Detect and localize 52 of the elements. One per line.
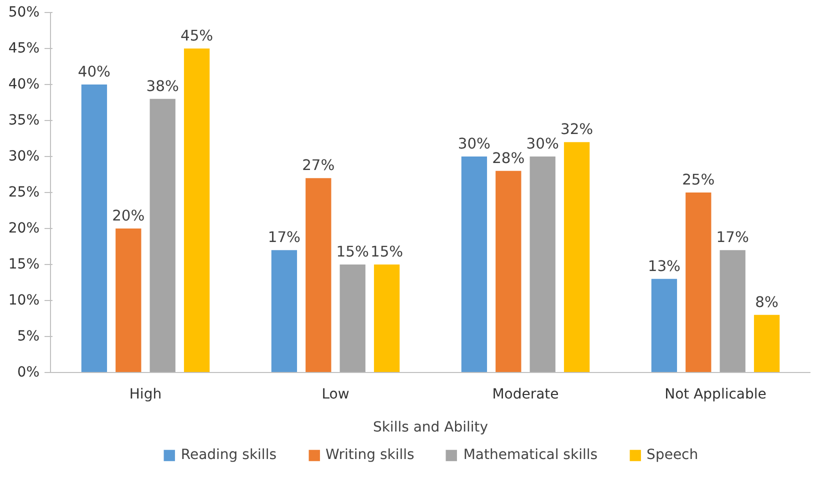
y-tick-label: 0% (17, 364, 40, 380)
bar (651, 278, 678, 372)
data-label: 17% (268, 229, 301, 246)
bar (184, 48, 210, 372)
data-label: 30% (458, 136, 491, 152)
bar (340, 264, 366, 372)
bar (564, 142, 590, 372)
bar (686, 192, 712, 372)
legend-label: Reading skills (180, 447, 277, 463)
data-label: 20% (112, 208, 145, 224)
data-label: 27% (302, 157, 335, 174)
y-tick-label: 30% (8, 148, 40, 164)
bar (461, 156, 488, 372)
data-label: 30% (526, 136, 559, 152)
data-label: 32% (560, 121, 594, 138)
data-label: 17% (716, 229, 749, 246)
data-label: 28% (492, 150, 525, 167)
x-tick-label: Not Applicable (664, 386, 766, 402)
data-label: 8% (755, 294, 778, 311)
bar (116, 228, 142, 372)
legend-label: Mathematical skills (463, 447, 598, 463)
data-label: 38% (146, 78, 179, 95)
y-tick-label: 40% (8, 76, 40, 92)
y-tick-label: 20% (8, 220, 40, 236)
bar (754, 314, 780, 372)
legend-label: Writing skills (326, 447, 414, 463)
legend-label: Speech (646, 447, 698, 463)
data-label: 25% (682, 172, 715, 188)
x-tick-label: Low (322, 386, 350, 402)
x-tick-label: High (129, 386, 162, 402)
y-tick-label: 25% (8, 184, 40, 200)
data-label: 45% (180, 28, 214, 44)
y-tick-label: 5% (17, 328, 40, 344)
y-tick-label: 10% (8, 292, 40, 308)
data-label: 13% (648, 258, 681, 275)
data-label: 15% (370, 244, 404, 260)
bar (374, 264, 400, 372)
bar (530, 156, 556, 372)
data-label: 15% (336, 244, 369, 260)
data-label: 40% (78, 64, 111, 80)
bar (271, 250, 298, 372)
x-tick-label: Moderate (492, 386, 559, 402)
bar (306, 178, 332, 372)
bar (720, 250, 746, 372)
y-tick-label: 50% (8, 4, 40, 20)
y-tick-label: 45% (8, 40, 40, 56)
y-tick-label: 15% (8, 256, 40, 272)
x-axis-title: Skills and Ability (372, 420, 488, 436)
bar (81, 84, 108, 372)
bar (150, 98, 176, 372)
y-tick-label: 35% (8, 112, 40, 128)
bar (496, 170, 522, 372)
